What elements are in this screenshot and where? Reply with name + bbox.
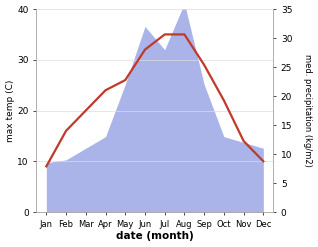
Y-axis label: med. precipitation (kg/m2): med. precipitation (kg/m2) [303, 54, 313, 167]
Y-axis label: max temp (C): max temp (C) [5, 79, 15, 142]
X-axis label: date (month): date (month) [116, 231, 194, 242]
